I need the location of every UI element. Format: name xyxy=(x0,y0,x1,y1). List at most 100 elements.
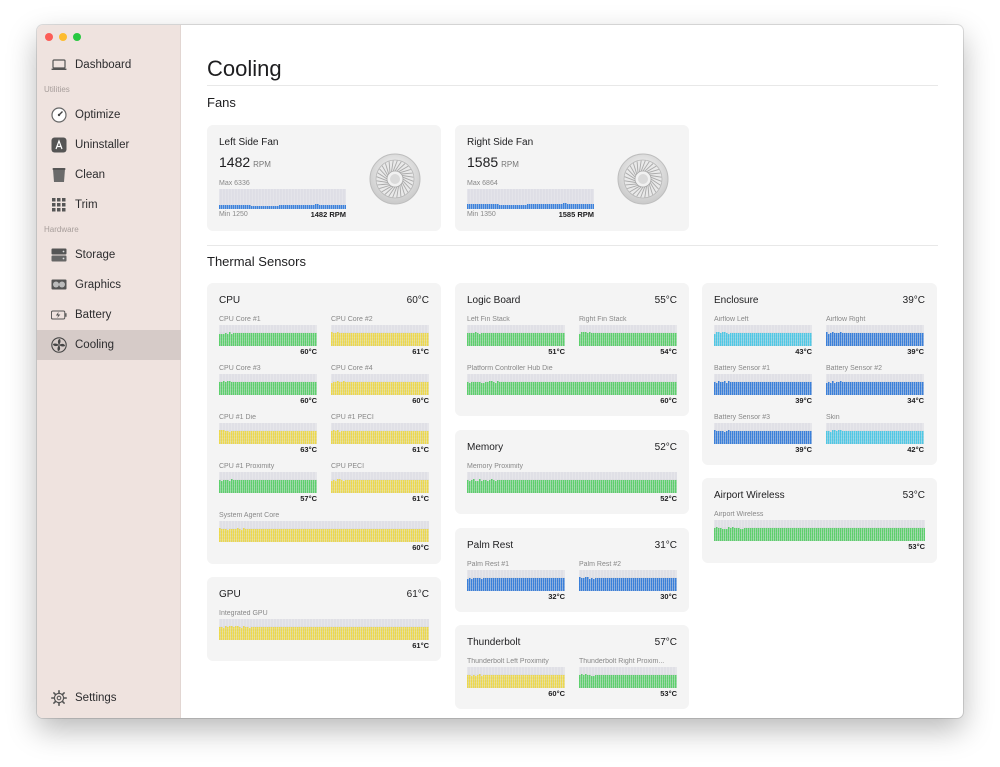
sensor-name: Battery Sensor #3 xyxy=(714,414,771,421)
sensor-bar xyxy=(331,472,429,493)
fan-speed-graph xyxy=(219,189,347,209)
sensor-value: 61°C xyxy=(412,347,429,356)
sensor-name: Memory Proximity xyxy=(467,463,524,470)
sensor-name: Palm Rest #1 xyxy=(467,561,510,568)
sensor-battery-sensor-1: Battery Sensor #1 39°C xyxy=(714,365,812,405)
sidebar-item-label: Storage xyxy=(75,249,116,261)
sensor-name: CPU Core #1 xyxy=(219,316,261,323)
fan-icon xyxy=(51,337,67,353)
sidebar-item-battery[interactable]: Battery xyxy=(37,300,181,330)
fan-card: Right Side Fan 1585 RPM Max 6864 Min 1350 158… xyxy=(455,125,689,231)
thermal-sensors-section-title: Thermal Sensors xyxy=(207,254,306,269)
sensor-bar xyxy=(331,374,429,395)
sensor-group-temp: 31°C xyxy=(654,540,677,551)
sidebar-item-graphics[interactable]: Graphics xyxy=(37,270,181,300)
sensor-history-graph xyxy=(826,423,924,444)
sensor-history-graph xyxy=(579,667,677,688)
sidebar-item-dashboard[interactable]: Dashboard xyxy=(37,50,181,80)
sensor-name: CPU #1 PECI xyxy=(331,414,374,421)
sensor-history-graph xyxy=(331,374,429,395)
sidebar-section-hardware: Hardware xyxy=(44,225,79,234)
sensor-card-memory: Memory 52°C Memory Proximity 52°C xyxy=(455,430,689,514)
sensor-value: 32°C xyxy=(548,592,565,601)
sensor-group-name: Airport Wireless xyxy=(714,490,785,501)
sidebar-item-uninstaller[interactable]: Uninstaller xyxy=(37,130,181,160)
sensor-right-fin-stack: Right Fin Stack 54°C xyxy=(579,316,677,356)
sensor-history-graph xyxy=(714,325,812,346)
sensor-integrated-gpu: Integrated GPU 61°C xyxy=(219,610,429,650)
sidebar-item-cooling[interactable]: Cooling xyxy=(37,330,181,360)
sensor-value: 60°C xyxy=(300,347,317,356)
sensor-history-graph xyxy=(219,374,317,395)
sensor-history-graph xyxy=(219,521,429,542)
sensor-bar xyxy=(331,325,429,346)
sensor-history-graph xyxy=(579,325,677,346)
sensor-bar xyxy=(219,423,317,444)
sensor-history-graph xyxy=(579,570,677,591)
sidebar-item-optimize[interactable]: Optimize xyxy=(37,100,181,130)
fan-min-label: Min 1250 xyxy=(219,211,248,218)
sensor-bar xyxy=(467,570,565,591)
close-window-button[interactable] xyxy=(45,33,53,41)
sensor-group-temp: 60°C xyxy=(406,295,429,306)
sensor-cpu-core-4: CPU Core #4 60°C xyxy=(331,365,429,405)
zoom-window-button[interactable] xyxy=(73,33,81,41)
grid-icon xyxy=(51,197,67,213)
sensor-history-graph xyxy=(467,325,565,346)
sensor-history-graph xyxy=(219,472,317,493)
sidebar-item-label: Dashboard xyxy=(75,59,132,71)
sensor-name: CPU Core #3 xyxy=(219,365,261,372)
sensor-airflow-left: Airflow Left 43°C xyxy=(714,316,812,356)
sidebar-item-clean[interactable]: Clean xyxy=(37,160,181,190)
sensor-platform-controller-hub-die: Platform Controller Hub Die 60°C xyxy=(467,365,677,405)
sensor-bar xyxy=(467,667,565,688)
fan-graph-wrap xyxy=(467,189,595,209)
sensor-cpu-core-3: CPU Core #3 60°C xyxy=(219,365,317,405)
sensor-value: 60°C xyxy=(660,396,677,405)
sensor-airflow-right: Airflow Right 39°C xyxy=(826,316,924,356)
sensor-card-airport: Airport Wireless 53°C Airport Wireless 53°C xyxy=(702,478,937,563)
sensor-bar xyxy=(714,520,926,541)
sensor-value: 60°C xyxy=(412,396,429,405)
sensor-history-graph xyxy=(826,325,924,346)
sensor-value: 39°C xyxy=(907,347,924,356)
app-window: Dashboard Utilities Optimize Uninstaller… xyxy=(37,25,963,718)
trash-bin-icon xyxy=(51,167,67,183)
sensor-bar xyxy=(579,570,677,591)
gear-icon xyxy=(51,690,67,706)
sensor-value: 61°C xyxy=(412,641,429,650)
sidebar-item-label: Graphics xyxy=(75,279,122,291)
sensor-history-graph xyxy=(331,423,429,444)
sidebar-item-settings[interactable]: Settings xyxy=(37,683,181,713)
sensor-left-fin-stack: Left Fin Stack 51°C xyxy=(467,316,565,356)
title-divider xyxy=(207,85,938,86)
fan-rpm-unit: RPM xyxy=(253,160,271,169)
sensor-value: 63°C xyxy=(300,445,317,454)
sidebar-item-label: Battery xyxy=(75,309,112,321)
sidebar: Dashboard Utilities Optimize Uninstaller… xyxy=(37,25,181,718)
laptop-icon xyxy=(51,57,67,73)
sensor-bar xyxy=(219,472,317,493)
sensor-history-graph xyxy=(219,423,317,444)
main-content: Cooling Fans Left Side Fan 1482 RPM Max 633… xyxy=(182,25,963,718)
sensor-cpu-1-die: CPU #1 Die 63°C xyxy=(219,414,317,454)
sidebar-item-storage[interactable]: Storage xyxy=(37,240,181,270)
sensor-history-graph xyxy=(467,667,565,688)
sensor-value: 53°C xyxy=(908,542,925,551)
sensor-history-graph xyxy=(467,472,677,493)
sensor-group-temp: 53°C xyxy=(902,490,925,501)
fan-icon xyxy=(369,153,421,205)
sidebar-item-trim[interactable]: Trim xyxy=(37,190,181,220)
sidebar-item-label: Settings xyxy=(75,692,117,704)
sidebar-item-label: Optimize xyxy=(75,109,121,121)
fans-section-title: Fans xyxy=(207,95,236,110)
sidebar-item-label: Cooling xyxy=(75,339,114,351)
sensor-name: Right Fin Stack xyxy=(579,316,627,323)
sensor-value: 60°C xyxy=(412,543,429,552)
fan-max-label: Max 6864 xyxy=(467,180,498,187)
sensor-name: Palm Rest #2 xyxy=(579,561,622,568)
sensor-group-name: CPU xyxy=(219,295,241,306)
sensor-name: Left Fin Stack xyxy=(467,316,510,323)
sensor-group-name: Thunderbolt xyxy=(467,637,521,648)
minimize-window-button[interactable] xyxy=(59,33,67,41)
